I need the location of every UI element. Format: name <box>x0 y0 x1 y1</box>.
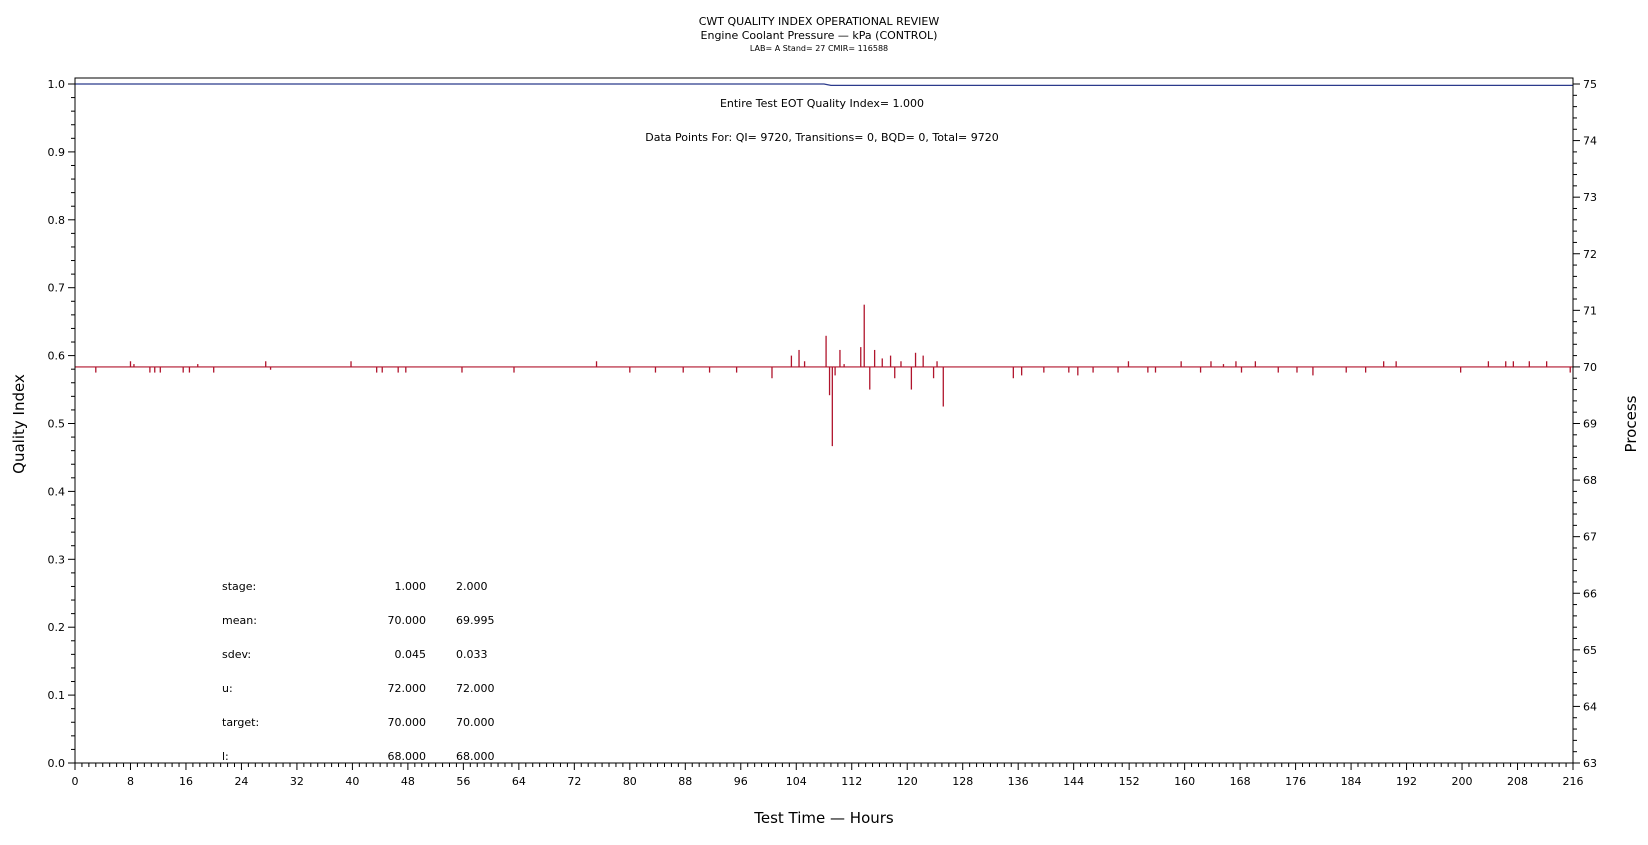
y-right-tick-label: 71 <box>1583 304 1597 317</box>
x-tick-label: 112 <box>841 775 862 788</box>
stats-stage2-value: 69.995 <box>456 614 495 627</box>
x-tick-label: 104 <box>786 775 807 788</box>
stats-table: stage: 1.000 2.000 mean: 70.000 69.995 sdev: 0.… <box>222 580 495 763</box>
x-tick-label: 48 <box>401 775 415 788</box>
x-tick-label: 120 <box>897 775 918 788</box>
stats-stage2-value: 72.000 <box>456 682 495 695</box>
y-axis-label-right: Process <box>1622 395 1640 452</box>
x-tick-label: 8 <box>127 775 134 788</box>
y-left-tick-label: 0.3 <box>48 553 66 566</box>
series-layer <box>75 83 1573 447</box>
stats-row-label: sdev: <box>222 648 251 661</box>
y-left-tick-label: 0.4 <box>48 485 66 498</box>
y-right-tick-label: 63 <box>1583 757 1597 770</box>
x-tick-label: 216 <box>1563 775 1584 788</box>
stats-stage1-value: 1.000 <box>395 580 427 593</box>
quality-index-line <box>75 83 1573 86</box>
x-tick-label: 88 <box>678 775 692 788</box>
y-left-tick-label: 0.8 <box>48 214 66 227</box>
x-tick-label: 176 <box>1285 775 1306 788</box>
eot-quality-annotation: Entire Test EOT Quality Index= 1.000 <box>720 97 924 110</box>
stats-stage2-value: 0.033 <box>456 648 488 661</box>
stats-stage1-value: 0.045 <box>395 648 427 661</box>
x-tick-label: 80 <box>623 775 637 788</box>
y-right-tick-label: 64 <box>1583 700 1597 713</box>
y-left-tick-label: 0.6 <box>48 350 66 363</box>
x-tick-label: 184 <box>1341 775 1362 788</box>
y-left-tick-label: 0.9 <box>48 146 66 159</box>
stats-stage1-value: 70.000 <box>388 716 427 729</box>
data-points-annotation: Data Points For: QI= 9720, Transitions= … <box>645 131 999 144</box>
stats-stage2-value: 70.000 <box>456 716 495 729</box>
x-tick-label: 168 <box>1230 775 1251 788</box>
y-left-tick-label: 0.7 <box>48 282 66 295</box>
x-tick-label: 144 <box>1063 775 1084 788</box>
y-right-tick-label: 68 <box>1583 474 1597 487</box>
chart-meta: LAB= A Stand= 27 CMIR= 116588 <box>750 44 888 53</box>
x-tick-label: 96 <box>734 775 748 788</box>
x-tick-label: 72 <box>567 775 581 788</box>
stats-stage1-value: 68.000 <box>388 750 427 763</box>
y-left-tick-label: 0.1 <box>48 689 66 702</box>
y-right-tick-label: 69 <box>1583 418 1597 431</box>
x-tick-label: 152 <box>1119 775 1140 788</box>
chart-subtitle: Engine Coolant Pressure — kPa (CONTROL) <box>701 29 938 42</box>
x-tick-label: 0 <box>72 775 79 788</box>
y-right-tick-label: 65 <box>1583 644 1597 657</box>
y-right-tick-label: 72 <box>1583 248 1597 261</box>
x-tick-label: 16 <box>179 775 193 788</box>
axes-layer: 0 8 16 24 32 40 48 56 64 72 80 88 96 104 112 120 128 136 1… <box>48 78 1597 788</box>
x-tick-label: 192 <box>1396 775 1417 788</box>
x-tick-label: 64 <box>512 775 526 788</box>
chart-title: CWT QUALITY INDEX OPERATIONAL REVIEW <box>699 15 940 28</box>
stats-stage2-value: 68.000 <box>456 750 495 763</box>
x-tick-label: 208 <box>1507 775 1528 788</box>
stats-stage2-value: 2.000 <box>456 580 488 593</box>
stats-row-label: l: <box>222 750 229 763</box>
stats-row-label: u: <box>222 682 233 695</box>
y-right-tick-label: 70 <box>1583 361 1597 374</box>
x-tick-label: 32 <box>290 775 304 788</box>
y-right-tick-label: 74 <box>1583 135 1597 148</box>
y-right-tick-label: 73 <box>1583 191 1597 204</box>
stats-row-label: mean: <box>222 614 257 627</box>
x-tick-label: 56 <box>456 775 470 788</box>
y-axis-label-left: Quality Index <box>10 374 28 474</box>
x-tick-label: 136 <box>1008 775 1029 788</box>
plot-frame <box>74 77 1574 764</box>
x-tick-label: 24 <box>234 775 248 788</box>
x-tick-label: 200 <box>1452 775 1473 788</box>
x-tick-label: 128 <box>952 775 973 788</box>
stats-row-label: stage: <box>222 580 256 593</box>
y-left-tick-label: 0.5 <box>48 418 66 431</box>
y-left-tick-label: 0.2 <box>48 621 66 634</box>
y-left-tick-label: 0.0 <box>48 757 66 770</box>
stats-stage1-value: 72.000 <box>388 682 427 695</box>
x-axis-label: Test Time — Hours <box>753 809 894 827</box>
y-right-tick-label: 66 <box>1583 587 1597 600</box>
stats-row-label: target: <box>222 716 259 729</box>
stats-stage1-value: 70.000 <box>388 614 427 627</box>
x-tick-label: 40 <box>345 775 359 788</box>
y-right-tick-label: 67 <box>1583 531 1597 544</box>
y-right-tick-label: 75 <box>1583 78 1597 91</box>
x-tick-label: 160 <box>1174 775 1195 788</box>
y-left-tick-label: 1.0 <box>48 78 66 91</box>
